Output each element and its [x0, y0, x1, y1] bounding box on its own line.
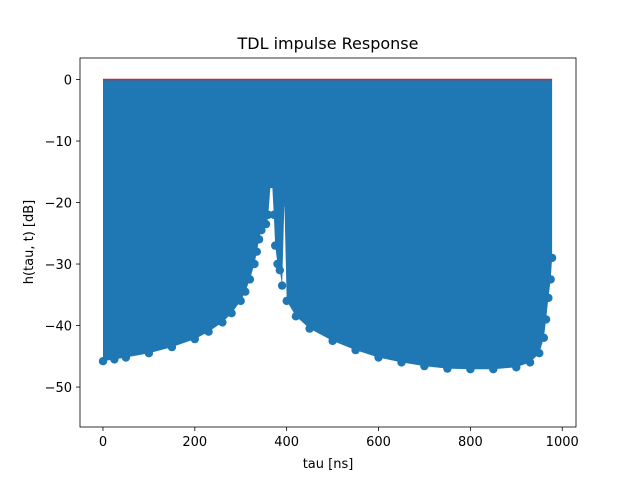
stem-marker [547, 253, 557, 263]
stem-marker [144, 349, 154, 358]
stem-marker [291, 312, 301, 321]
x-tick-label: 600 [366, 435, 391, 450]
stem-marker [539, 333, 549, 342]
stem-series [103, 79, 553, 370]
plot-area [98, 78, 557, 374]
stem-marker [204, 327, 213, 336]
y-tick-label: 0 [64, 74, 72, 89]
stem-marker [269, 210, 278, 219]
stem-marker [546, 275, 555, 284]
stem-marker [261, 219, 271, 229]
stem-marker [254, 235, 264, 244]
stem-marker [544, 293, 553, 303]
stem-marker [275, 266, 284, 275]
plot-frame [79, 57, 577, 428]
stem-marker [190, 334, 199, 344]
stem-marker [280, 198, 289, 207]
stem-marker [282, 296, 291, 306]
stem-marker [241, 287, 250, 296]
stem-marker [525, 358, 535, 367]
y-tick-label: −10 [45, 135, 72, 150]
stem-marker [271, 241, 280, 250]
stem-marker [98, 357, 108, 366]
chart-title: TDL impulse Response [237, 34, 419, 53]
y-axis: 0 −10 −20 −30 −40 −50 [45, 74, 80, 396]
y-tick-label: −40 [45, 320, 72, 335]
stem-marker [277, 281, 287, 290]
stem-marker [541, 315, 551, 324]
stem-marker [512, 363, 521, 372]
stem-marker [535, 349, 544, 358]
stem-marker [420, 361, 429, 371]
y-axis-label: h(tau, t) [dB] [22, 200, 37, 285]
stem-marker [397, 358, 406, 367]
stem-markers [98, 176, 557, 374]
stem-marker [236, 296, 245, 306]
stem-marker [351, 345, 360, 355]
y-tick-label: −50 [45, 381, 72, 396]
y-tick-label: −30 [45, 258, 72, 273]
stem-marker [245, 275, 255, 284]
x-tick-label: 400 [274, 435, 299, 450]
stem-marker [267, 176, 277, 186]
stem-marker [466, 365, 475, 374]
x-axis: 0 200 400 600 800 1000 [99, 427, 579, 450]
x-axis-label: tau [ns] [303, 457, 354, 472]
stem-marker [110, 355, 119, 364]
stem-marker [218, 318, 227, 327]
x-tick-label: 1000 [546, 435, 579, 450]
x-tick-label: 0 [99, 435, 107, 450]
stem-marker [443, 364, 452, 373]
x-tick-label: 800 [458, 435, 483, 450]
stem-marker [121, 353, 131, 362]
stem-marker [257, 226, 266, 235]
x-tick-label: 200 [182, 435, 207, 450]
stem-marker [250, 259, 259, 269]
stem-marker [489, 365, 498, 374]
stem-marker [305, 324, 314, 333]
stem-marker [252, 247, 261, 256]
y-tick-label: −20 [45, 197, 72, 212]
stem-marker [328, 336, 337, 346]
stem-marker [167, 342, 177, 352]
stem-marker [227, 309, 236, 318]
stem-marker [374, 353, 383, 362]
